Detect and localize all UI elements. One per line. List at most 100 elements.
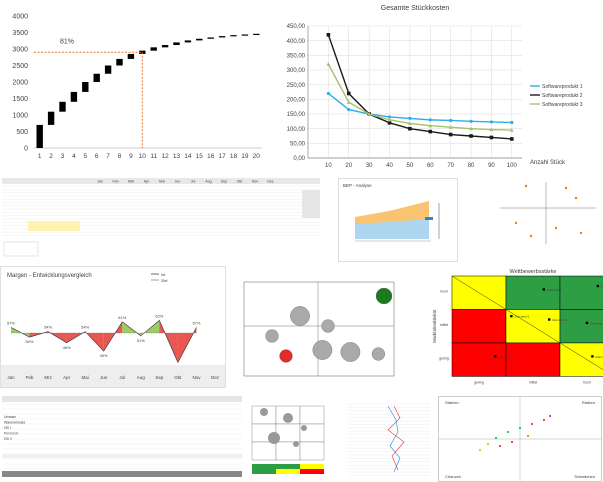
swot-marker (479, 449, 481, 451)
swot-marker (495, 437, 497, 439)
bar-14 (184, 40, 192, 43)
zielmarkt-label: Zielmarkt 2 (601, 285, 603, 289)
highlight-cells (28, 221, 80, 231)
profile-thumbnail (348, 398, 430, 480)
y-tick-label: hoch (440, 290, 448, 294)
x-axis-label: Anzahl Stück (530, 160, 566, 166)
bubble (340, 342, 361, 362)
x-tick-label: 12 (161, 153, 169, 160)
pl-table-thumbnail: Umsatz Wareneinsatz DB I Personal DB II (2, 396, 242, 480)
data-label: 61% (118, 315, 126, 320)
x-tick-label: 15 (196, 153, 204, 160)
bar-5 (82, 82, 89, 92)
bubble-portfolio-panel (228, 264, 418, 386)
y-tick-label: 250,00 (287, 83, 306, 89)
x-tick-label: Jan (7, 375, 15, 380)
ist-line (10, 319, 197, 364)
table-head-cell: Jun (175, 180, 181, 184)
portfolio-legend (276, 469, 300, 474)
series-point (387, 121, 392, 125)
bar-2 (47, 111, 55, 125)
bubble (279, 349, 293, 363)
matrix-cell (505, 275, 561, 310)
bar-17 (218, 36, 226, 38)
x-tick-label: 5 (83, 153, 87, 160)
bubble (321, 319, 335, 333)
series-point (510, 120, 514, 125)
table-head-cell: Feb (112, 180, 118, 184)
y-tick-label: 150,00 (287, 112, 306, 118)
x-tick-label: 90 (488, 163, 495, 169)
x-tick-label: 70 (447, 163, 454, 169)
x-tick-label: mittel (529, 380, 538, 384)
matrix-cell (451, 309, 507, 344)
bubble (290, 306, 310, 326)
plot-frame (243, 281, 395, 377)
series-point (448, 125, 453, 129)
zielmarkt-point (542, 288, 545, 291)
data-label: 57% (192, 320, 200, 325)
x-tick-label: 10 (139, 153, 147, 160)
y-axis-label: Marktattraktivität (432, 309, 437, 343)
matrix-cell (559, 342, 603, 377)
planning-table-thumbnail: Jan Feb Mär Apr Mai Jun Jul Aug Sep Okt Nov Dez (2, 178, 320, 258)
table-head-cell: Mai (159, 180, 165, 184)
swot-marker (511, 441, 513, 443)
x-tick-label: 6 (95, 153, 99, 160)
portfolio-legend (276, 464, 300, 469)
bar-8 (116, 58, 123, 66)
series-point (408, 126, 412, 131)
series-point (428, 118, 432, 122)
bep-marker (425, 217, 433, 220)
x-tick-label: 30 (366, 163, 373, 169)
x-tick-label: Mrz (44, 375, 52, 380)
matrix-cell (559, 309, 603, 344)
scatter-point (524, 184, 528, 188)
x-tick-label: Jul (119, 375, 125, 380)
series-point (469, 134, 473, 138)
legend-label: Softwareprodukt 1 (542, 84, 583, 90)
scatter-point (574, 196, 578, 200)
x-tick-label: Jun (100, 375, 108, 380)
series-point (346, 100, 351, 104)
zielmarkt-label: Zielmarkt 1 (547, 288, 562, 292)
data-label: 62% (155, 313, 163, 318)
series-point (387, 115, 392, 119)
x-tick-label: 100 (507, 163, 518, 169)
bubble (375, 287, 393, 305)
zielmarkt-label: Zielmarkt 5 (514, 315, 529, 319)
portfolio-bubble (268, 432, 280, 444)
y-tick-label: 0 (24, 146, 28, 153)
margin-area (140, 320, 160, 336)
table-row-label: Umsatz (4, 415, 16, 419)
series-point (346, 91, 351, 96)
series-point (510, 137, 514, 141)
series-point (428, 123, 433, 128)
x-tick-label: Aug (137, 375, 146, 380)
swot-label: Stärken (445, 400, 459, 405)
portfolio-legend (300, 469, 324, 474)
swot-label: Risiken (582, 400, 595, 405)
x-tick-label: Nov (192, 375, 201, 380)
unit-cost-line-chart-panel: Gesamte Stückkosten 0,00 50,00 100,00 150,00… (272, 0, 603, 169)
scatter-thumbnail (496, 178, 600, 248)
x-tick-label: hoch (583, 380, 591, 384)
data-label: 40% (100, 353, 108, 358)
series-point (347, 108, 351, 112)
legend-box (3, 241, 39, 257)
y-tick-label: 450,00 (287, 24, 306, 30)
x-tick-label: 17 (218, 153, 226, 160)
portfolio-legend (252, 469, 276, 474)
series-point (489, 127, 494, 132)
swot-marker (549, 415, 551, 417)
bar-20 (253, 33, 260, 36)
bep-analysis-thumbnail: BEP - Analyse (338, 178, 458, 262)
x-tick-label: gering (474, 380, 484, 384)
swot-marker (507, 431, 509, 433)
bubble (312, 340, 333, 360)
annotation-label: 81% (60, 38, 74, 45)
table-head-cell: Jul (191, 180, 196, 184)
bep-area-cost (355, 219, 429, 239)
x-tick-label: 14 (184, 153, 192, 160)
